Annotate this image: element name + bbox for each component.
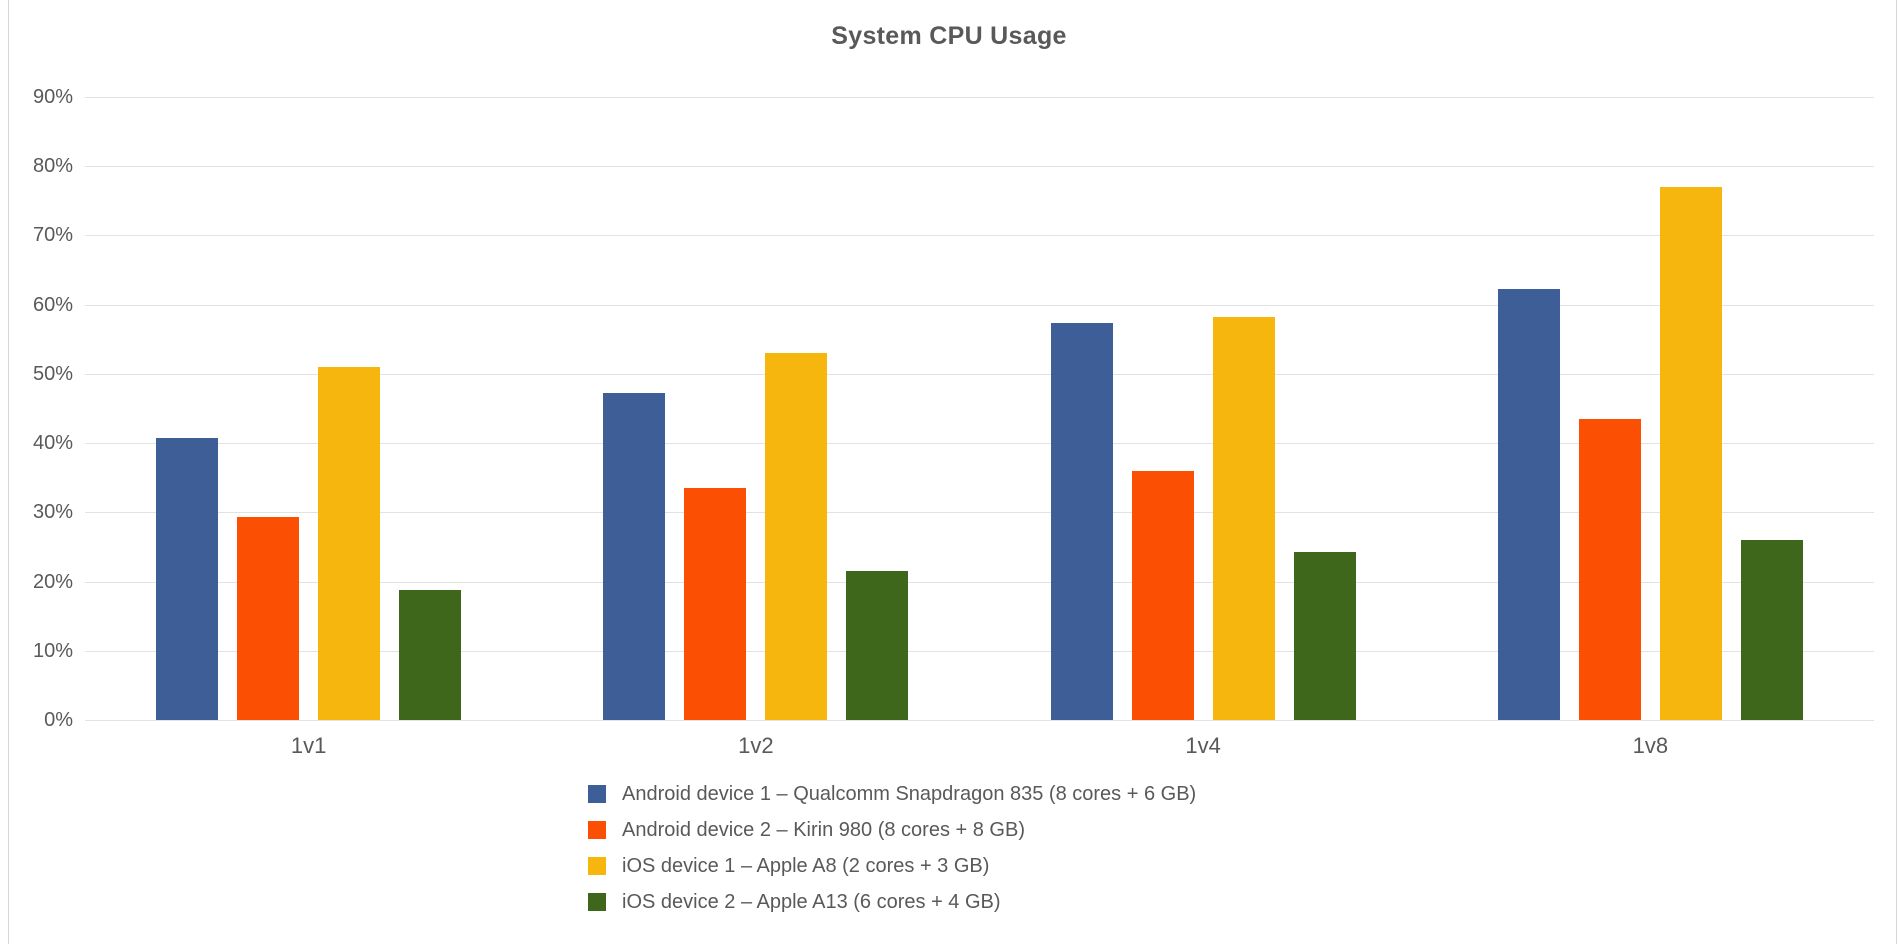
bar [1212,317,1275,720]
legend-item: Android device 1 – Qualcomm Snapdragon 8… [588,783,1196,805]
legend-label: Android device 1 – Qualcomm Snapdragon 8… [622,783,1197,805]
legend-swatch [588,785,606,803]
x-axis-category-label: 1v2 [738,733,774,758]
bar [846,571,909,720]
bar [1659,187,1722,720]
plot-area: 0% 10% 20% 30% 40% 50% 60% 70% 80% 90% 1v1 1v2 1v4 1v… [33,86,1874,758]
y-axis-tick-label: 60% [32,293,73,316]
gridline-0% [85,720,1874,721]
bar-group-1v1 [156,366,462,720]
y-axis-tick-label: 70% [32,224,73,247]
bar-group-1v8 [1497,187,1803,720]
legend: Android device 1 – Qualcomm Snapdragon 8… [588,783,1196,913]
bar [1293,552,1356,720]
y-axis-tick-label: 40% [32,432,73,455]
legend-label: iOS device 1 – Apple A8 (2 cores + 3 GB) [622,855,990,877]
bar-group-1v2 [603,353,909,720]
gridline-30% [85,512,1874,514]
gridline-10% [85,650,1874,652]
bar [237,517,300,720]
chart-right-border [1896,0,1897,944]
bar [399,589,462,720]
bar [765,353,828,720]
x-axis-category-label: 1v4 [1185,733,1221,758]
legend-swatch [588,857,606,875]
bar [318,366,381,720]
y-axis-tick-label: 30% [32,501,73,524]
bar [1497,289,1560,720]
y-axis-tick-label: 80% [32,155,73,178]
legend-item: Android device 2 – Kirin 980 (8 cores + … [588,819,1196,841]
gridline-20% [85,581,1874,583]
legend-item: iOS device 1 – Apple A8 (2 cores + 3 GB) [588,855,1196,877]
legend-swatch [588,893,606,911]
gridline-40% [85,443,1874,445]
chart-left-border [8,0,9,944]
legend-label: Android device 2 – Kirin 980 (8 cores + … [622,819,1025,841]
gridline-70% [85,235,1874,237]
bar [1578,418,1641,720]
y-axis-tick-label: 0% [44,709,73,731]
legend-item: iOS device 2 – Apple A13 (6 cores + 4 GB… [588,891,1196,913]
x-axis-category-label: 1v8 [1632,733,1669,758]
bar [1740,540,1803,720]
legend-swatch [588,821,606,839]
x-axis-category-label: 1v1 [290,733,327,758]
bar [1050,323,1113,720]
y-axis-tick-label: 20% [32,570,73,593]
chart-title: System CPU Usage [831,22,1067,50]
gridline-80% [85,166,1874,168]
bar-group-1v4 [1050,317,1356,720]
gridline-90% [85,97,1874,98]
bar [684,488,747,720]
bar [1131,470,1194,720]
gridline-60% [85,304,1874,306]
y-axis-tick-label: 50% [32,362,73,385]
legend-label: iOS device 2 – Apple A13 (6 cores + 4 GB… [622,891,1001,913]
gridline-50% [85,373,1874,375]
bar [156,437,219,720]
y-axis-tick-label: 90% [32,86,73,108]
bar [603,392,666,720]
y-axis-tick-label: 10% [32,639,73,662]
